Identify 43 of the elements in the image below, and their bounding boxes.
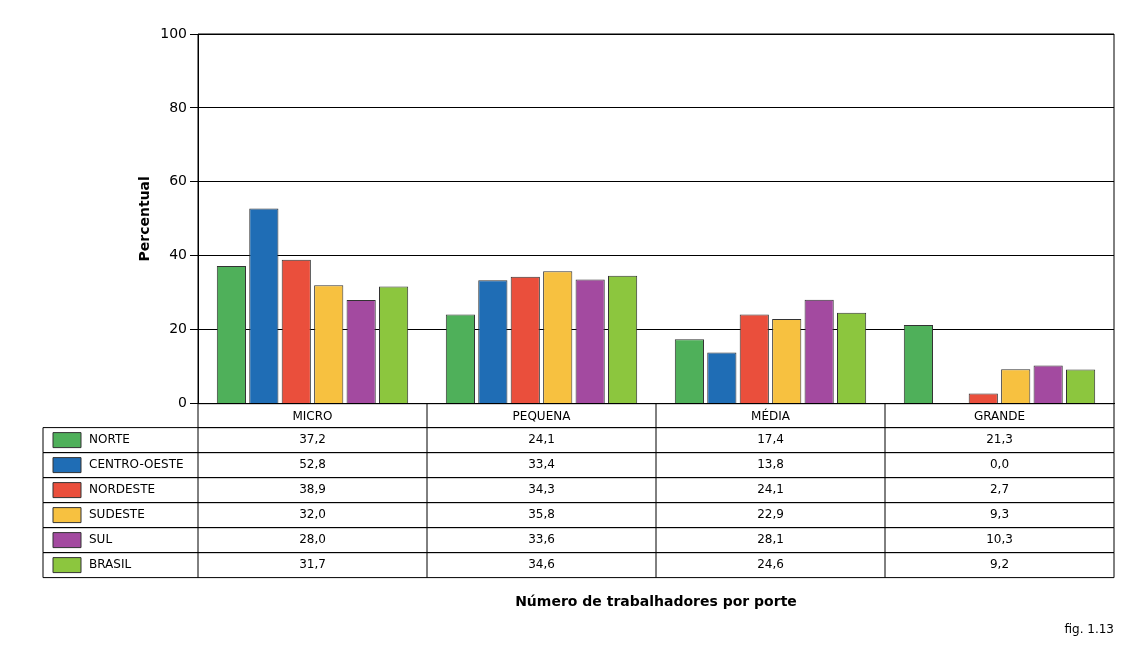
data-label: 22,9 bbox=[757, 507, 784, 522]
legend-label: SUL bbox=[89, 532, 113, 547]
data-label: 2,7 bbox=[989, 482, 1010, 497]
data-label: 28,0 bbox=[299, 532, 326, 547]
legend-label: NORDESTE bbox=[89, 482, 156, 497]
legend-label: SUDESTE bbox=[89, 507, 145, 522]
y-tick-label: 0 bbox=[178, 394, 187, 411]
x-tick-label: PEQUENA bbox=[512, 408, 572, 423]
data-label: 37,2 bbox=[299, 432, 326, 447]
data-label: 52,8 bbox=[299, 457, 326, 472]
legend-label: CENTRO-OESTE bbox=[89, 457, 184, 472]
data-label: 9,3 bbox=[989, 507, 1010, 522]
legend-label: BRASIL bbox=[89, 557, 132, 572]
data-label: 13,8 bbox=[757, 457, 784, 472]
y-tick-label: 40 bbox=[169, 246, 187, 263]
data-label: 38,9 bbox=[299, 482, 326, 497]
data-label: 34,6 bbox=[528, 557, 555, 572]
x-tick-label: MICRO bbox=[292, 408, 333, 423]
y-tick-label: 100 bbox=[160, 24, 187, 41]
y-tick-label: 60 bbox=[169, 172, 187, 189]
data-label: 33,4 bbox=[528, 457, 555, 472]
caption: fig. 1.13 bbox=[1064, 622, 1114, 637]
data-label: 33,6 bbox=[528, 532, 555, 547]
text: Número de trabalhadores por porte bbox=[515, 593, 797, 610]
data-label: 17,4 bbox=[757, 432, 784, 447]
legend-label: NORTE bbox=[89, 432, 130, 447]
x-tick-label: GRANDE bbox=[973, 408, 1026, 423]
data-label: 10,3 bbox=[986, 532, 1013, 547]
data-label: 24,1 bbox=[528, 432, 555, 447]
data-label: 0,0 bbox=[989, 457, 1010, 472]
y-tick-label: 80 bbox=[169, 98, 187, 115]
data-label: 32,0 bbox=[299, 507, 326, 522]
data-label: 34,3 bbox=[528, 482, 555, 497]
data-label: 9,2 bbox=[989, 557, 1010, 572]
data-label: 35,8 bbox=[528, 507, 555, 522]
data-label: 24,1 bbox=[757, 482, 784, 497]
data-label: 24,6 bbox=[757, 557, 784, 572]
data-label: 28,1 bbox=[757, 532, 784, 547]
y-axis-title: Percentual bbox=[136, 176, 153, 262]
y-tick-label: 20 bbox=[169, 320, 187, 337]
data-label: 21,3 bbox=[986, 432, 1013, 447]
data-label: 31,7 bbox=[299, 557, 326, 572]
x-tick-label: MÉDIA bbox=[751, 407, 791, 423]
